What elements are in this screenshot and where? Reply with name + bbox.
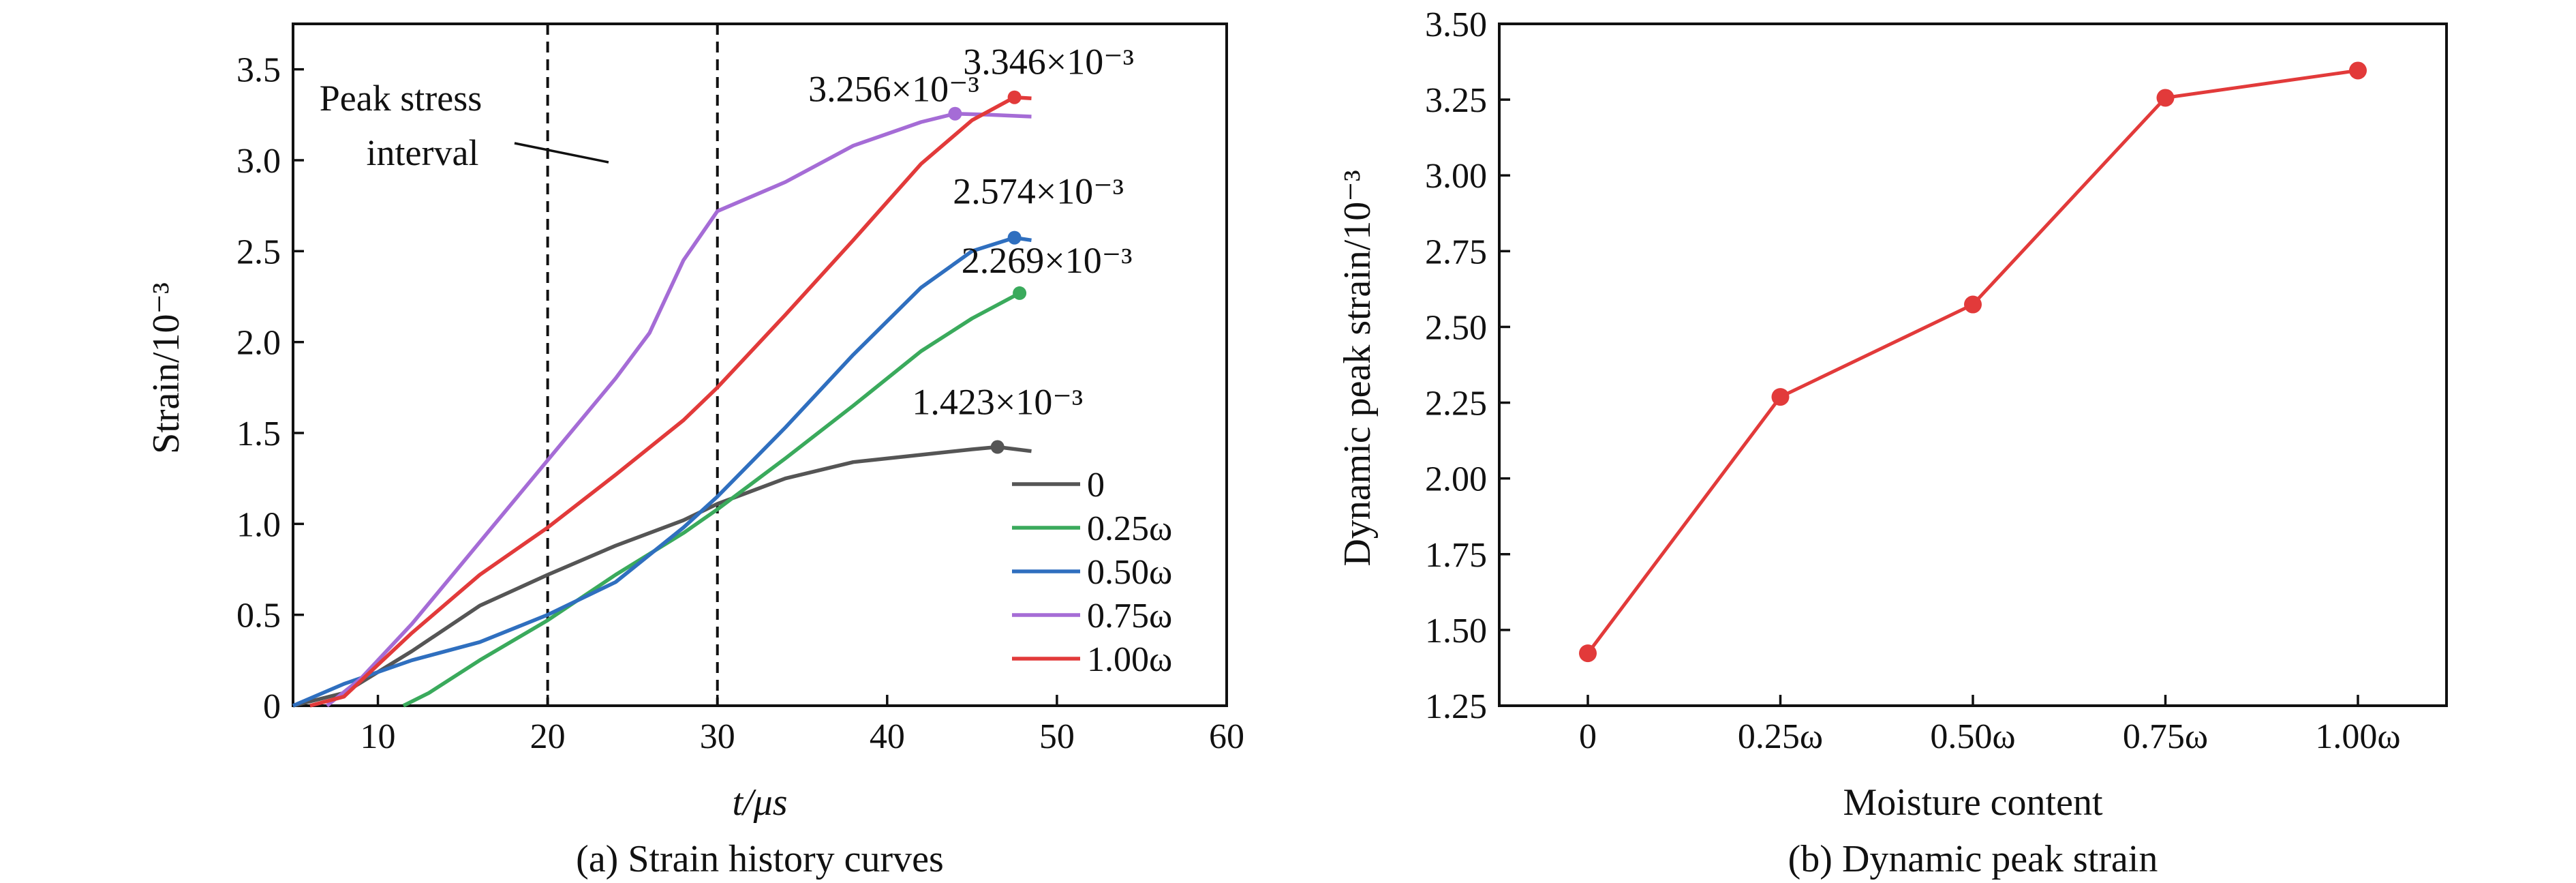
peak-label: 1.423×10⁻³ bbox=[912, 382, 1083, 423]
data-point bbox=[1964, 295, 1982, 314]
y-tick-label: 1.0 bbox=[236, 505, 281, 544]
series-line bbox=[292, 235, 1032, 708]
legend-label: 1.00ω bbox=[1087, 640, 1172, 679]
y-tick-label: 3.00 bbox=[1425, 157, 1487, 196]
legend-label: 0.75ω bbox=[1087, 597, 1172, 635]
peak-point bbox=[1007, 230, 1022, 245]
series-line bbox=[292, 445, 1032, 708]
peak-label: 2.269×10⁻³ bbox=[962, 240, 1133, 281]
y-tick-label: 0.5 bbox=[236, 597, 281, 635]
x-tick-label: 20 bbox=[530, 717, 566, 756]
legend-label: 0.50ω bbox=[1087, 553, 1172, 592]
series-line bbox=[326, 111, 1032, 708]
dynamic-peak-strain-chart: 1.25 1.50 1.75 2.00 2.25 2.50 2.75 3.00 3.25 3.50… bbox=[1336, 5, 2448, 880]
x-tick-label: 30 bbox=[700, 717, 735, 756]
y-tick-label: 1.50 bbox=[1425, 612, 1487, 650]
legend-label: 0 bbox=[1087, 466, 1105, 505]
caption-a: (a) Strain history curves bbox=[576, 838, 944, 880]
x-tick-label: 10 bbox=[361, 717, 396, 756]
series-line bbox=[402, 291, 1021, 708]
x-tick-label: 0.75ω bbox=[2123, 717, 2208, 756]
y-axis-title-b: Dynamic peak strain/10⁻³ bbox=[1336, 170, 1379, 566]
x-tick-label: 60 bbox=[1209, 717, 1244, 756]
peak-label: 3.256×10⁻³ bbox=[808, 69, 979, 110]
x-axis-title-b: Moisture content bbox=[1843, 781, 2102, 824]
data-point bbox=[1771, 388, 1790, 406]
x-tick-label: 0.50ω bbox=[1930, 717, 2015, 756]
y-tick-label: 1.25 bbox=[1425, 687, 1487, 726]
plot-frame-a bbox=[292, 23, 1228, 707]
x-tick-label: 50 bbox=[1039, 717, 1075, 756]
y-tick-label: 0 bbox=[263, 687, 281, 726]
y-tick-label: 1.75 bbox=[1425, 536, 1487, 575]
x-axis-b: 0 0.25ω 0.50ω 0.75ω 1.00ω bbox=[1579, 695, 2401, 756]
y-tick-label: 2.50 bbox=[1425, 308, 1487, 347]
y-tick-label: 3.25 bbox=[1425, 81, 1487, 120]
interval-label-line1: Peak stress bbox=[320, 78, 482, 119]
y-tick-label: 3.5 bbox=[236, 51, 281, 90]
series-line bbox=[309, 95, 1032, 708]
peak-label: 3.346×10⁻³ bbox=[963, 42, 1134, 83]
y-tick-label: 2.75 bbox=[1425, 233, 1487, 271]
series-line-b bbox=[1579, 61, 2367, 663]
y-axis-title-a: Strain/10⁻³ bbox=[145, 282, 187, 454]
x-tick-label: 0 bbox=[1579, 717, 1597, 756]
y-axis-a: 0 0.5 1.0 1.5 2.0 2.5 3.0 3.5 bbox=[236, 51, 304, 726]
y-tick-label: 3.0 bbox=[236, 142, 281, 181]
x-tick-label: 0.25ω bbox=[1738, 717, 1823, 756]
y-tick-label: 2.00 bbox=[1425, 460, 1487, 499]
peak-markers-a: 1.423×10⁻³ 2.269×10⁻³ 2.574×10⁻³ 3.256×10⁻³… bbox=[808, 42, 1134, 454]
x-tick-label: 40 bbox=[870, 717, 905, 756]
peak-point bbox=[990, 440, 1005, 454]
x-tick-label: 1.00ω bbox=[2315, 717, 2400, 756]
y-tick-label: 1.5 bbox=[236, 415, 281, 453]
y-tick-label: 3.50 bbox=[1425, 5, 1487, 44]
interval-label-line2: interval bbox=[367, 132, 479, 173]
y-tick-label: 2.5 bbox=[236, 233, 281, 271]
plot-frame-b bbox=[1498, 23, 2448, 707]
series-lines-a bbox=[292, 95, 1032, 708]
y-axis-b: 1.25 1.50 1.75 2.00 2.25 2.50 2.75 3.00 3.25 3.50 bbox=[1425, 5, 1510, 726]
peak-point bbox=[948, 106, 962, 121]
legend-a: 0 0.25ω 0.50ω 0.75ω 1.00ω bbox=[1012, 466, 1172, 679]
y-tick-label: 2.0 bbox=[236, 324, 281, 363]
caption-b: (b) Dynamic peak strain bbox=[1788, 838, 2158, 880]
data-point bbox=[1579, 644, 1597, 663]
interval-pointer-line bbox=[514, 142, 609, 164]
series-line bbox=[1586, 68, 2359, 655]
x-axis-title-a: t/μs bbox=[732, 781, 787, 824]
strain-history-chart: 0 0.5 1.0 1.5 2.0 2.5 3.0 3.5 10 20 30 40 50 60 1.42… bbox=[145, 23, 1244, 880]
legend-label: 0.25ω bbox=[1087, 509, 1172, 548]
data-point bbox=[2349, 61, 2367, 80]
data-point bbox=[2156, 89, 2175, 107]
peak-point bbox=[1013, 286, 1027, 300]
peak-point bbox=[1007, 90, 1022, 104]
x-axis-a: 10 20 30 40 50 60 bbox=[361, 695, 1244, 756]
y-tick-label: 2.25 bbox=[1425, 385, 1487, 423]
peak-label: 2.574×10⁻³ bbox=[953, 171, 1124, 212]
peak-stress-interval-lines bbox=[546, 24, 719, 706]
